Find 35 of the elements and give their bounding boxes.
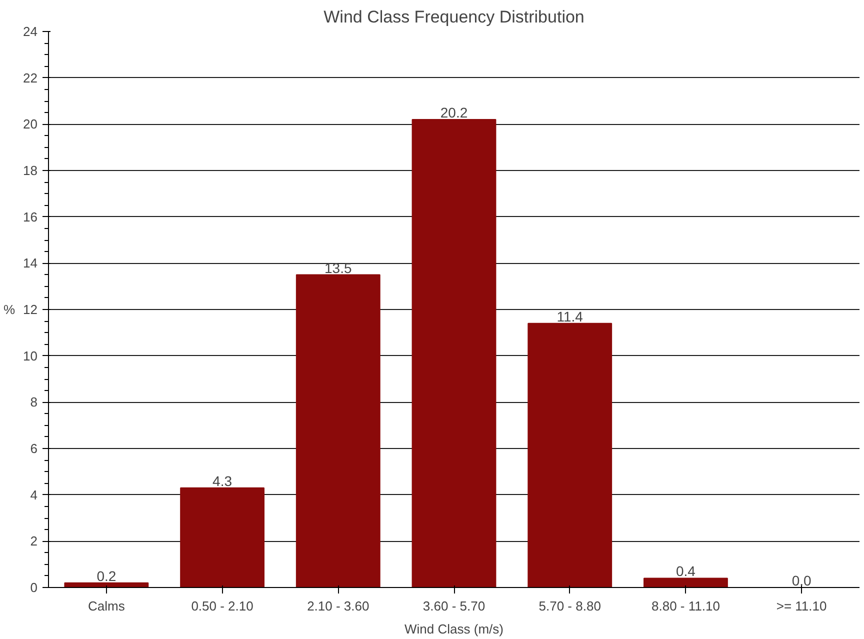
y-tick-label: 12 — [23, 302, 38, 317]
x-tick-label: 5.70 - 8.80 — [538, 598, 601, 614]
y-tick-label: 10 — [23, 348, 38, 364]
data-label: 4.3 — [212, 472, 232, 489]
bar — [296, 274, 380, 588]
x-tick-label: 8.80 - 11.10 — [652, 598, 720, 614]
bar — [644, 578, 728, 588]
data-label: 0.2 — [96, 568, 116, 584]
data-label: 0.4 — [676, 563, 696, 580]
x-axis-title: Wind Class (m/s) — [404, 622, 504, 636]
data-label: 0.0 — [792, 572, 812, 588]
x-tick-label: Calms — [88, 598, 126, 614]
bar — [180, 487, 264, 588]
x-tick-label: 0.50 - 2.10 — [191, 598, 254, 614]
y-tick-label: 20 — [23, 116, 38, 132]
y-axis-title: % — [3, 302, 16, 317]
y-tick-label: 6 — [30, 441, 38, 456]
y-tick-label: 2 — [30, 534, 38, 549]
chart-title: Wind Class Frequency Distribution — [324, 8, 584, 26]
x-tick-label: >= 11.10 — [776, 598, 827, 614]
y-tick-label: 4 — [30, 487, 38, 502]
data-label: 20.2 — [440, 104, 468, 121]
y-tick-label: 18 — [23, 163, 38, 178]
y-tick-label: 14 — [23, 256, 38, 271]
data-label: 13.5 — [324, 260, 352, 276]
y-tick-label: 8 — [30, 394, 38, 410]
y-tick-label: 22 — [23, 70, 38, 86]
y-tick-label: 16 — [23, 209, 38, 224]
y-tick-label: 0 — [30, 580, 38, 595]
x-tick-label: 2.10 - 3.60 — [307, 598, 370, 614]
y-tick-label: 24 — [23, 24, 38, 39]
bar — [412, 119, 496, 588]
x-tick-label: 3.60 - 5.70 — [422, 598, 486, 614]
bar — [528, 322, 612, 588]
data-label: 11.4 — [556, 308, 584, 324]
